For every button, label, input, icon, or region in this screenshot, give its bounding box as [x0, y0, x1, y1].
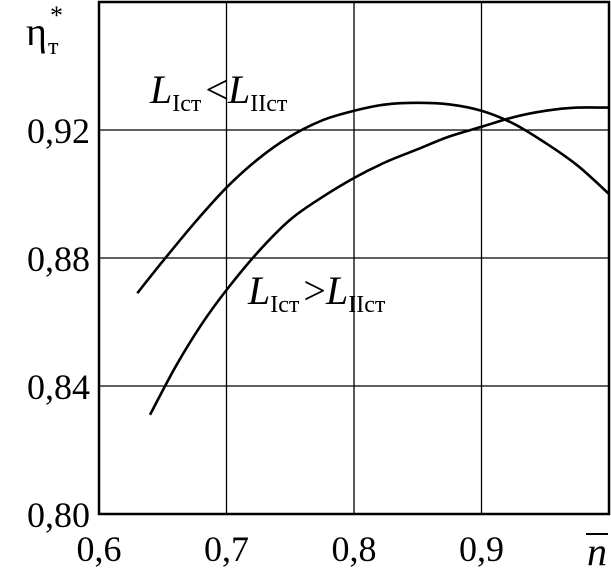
- series-2-op: >: [303, 268, 326, 313]
- y-tick-labels: 0,80 0,84 0,88 0,92: [27, 111, 90, 535]
- series-2-b: L: [325, 268, 348, 313]
- y-axis-label-superscript: *: [50, 1, 63, 30]
- grid: [99, 2, 609, 514]
- y-axis-label-symbol: η: [26, 9, 47, 54]
- series-1-b: L: [227, 67, 250, 112]
- y-axis-label: η * т: [26, 1, 63, 60]
- y-axis-label-subscript: т: [48, 34, 59, 60]
- y-tick-label-1: 0,84: [27, 367, 90, 407]
- x-tick-label-1: 0,7: [204, 529, 249, 569]
- x-tick-labels: 0,6 0,7 0,8 0,9: [77, 529, 505, 569]
- x-tick-label-3: 0,9: [459, 529, 504, 569]
- series-label-2: LIст >LIIст: [247, 268, 386, 318]
- series-1-a-sub: Iст: [172, 91, 202, 117]
- plot-frame: [97, 0, 611, 516]
- series-2-a: L: [247, 268, 270, 313]
- series-2-b-sub: IIст: [348, 292, 386, 318]
- series-1-b-sub: IIст: [250, 91, 288, 117]
- x-tick-label-0: 0,6: [77, 529, 122, 569]
- series-1-a: L: [149, 67, 172, 112]
- series-2-a-sub: Iст: [270, 292, 300, 318]
- curves: [136, 101, 610, 416]
- y-tick-label-2: 0,88: [27, 239, 90, 279]
- x-axis-label-text: n: [587, 529, 607, 571]
- series-line-1: [136, 101, 610, 295]
- x-tick-label-2: 0,8: [332, 529, 377, 569]
- series-line-2: [148, 106, 610, 416]
- y-tick-label-0: 0,80: [27, 495, 90, 535]
- series-label-1: LIст <LIIст: [149, 67, 288, 117]
- y-tick-label-3: 0,92: [27, 111, 90, 151]
- series-1-op: <: [205, 67, 228, 112]
- x-axis-label: n: [586, 529, 608, 571]
